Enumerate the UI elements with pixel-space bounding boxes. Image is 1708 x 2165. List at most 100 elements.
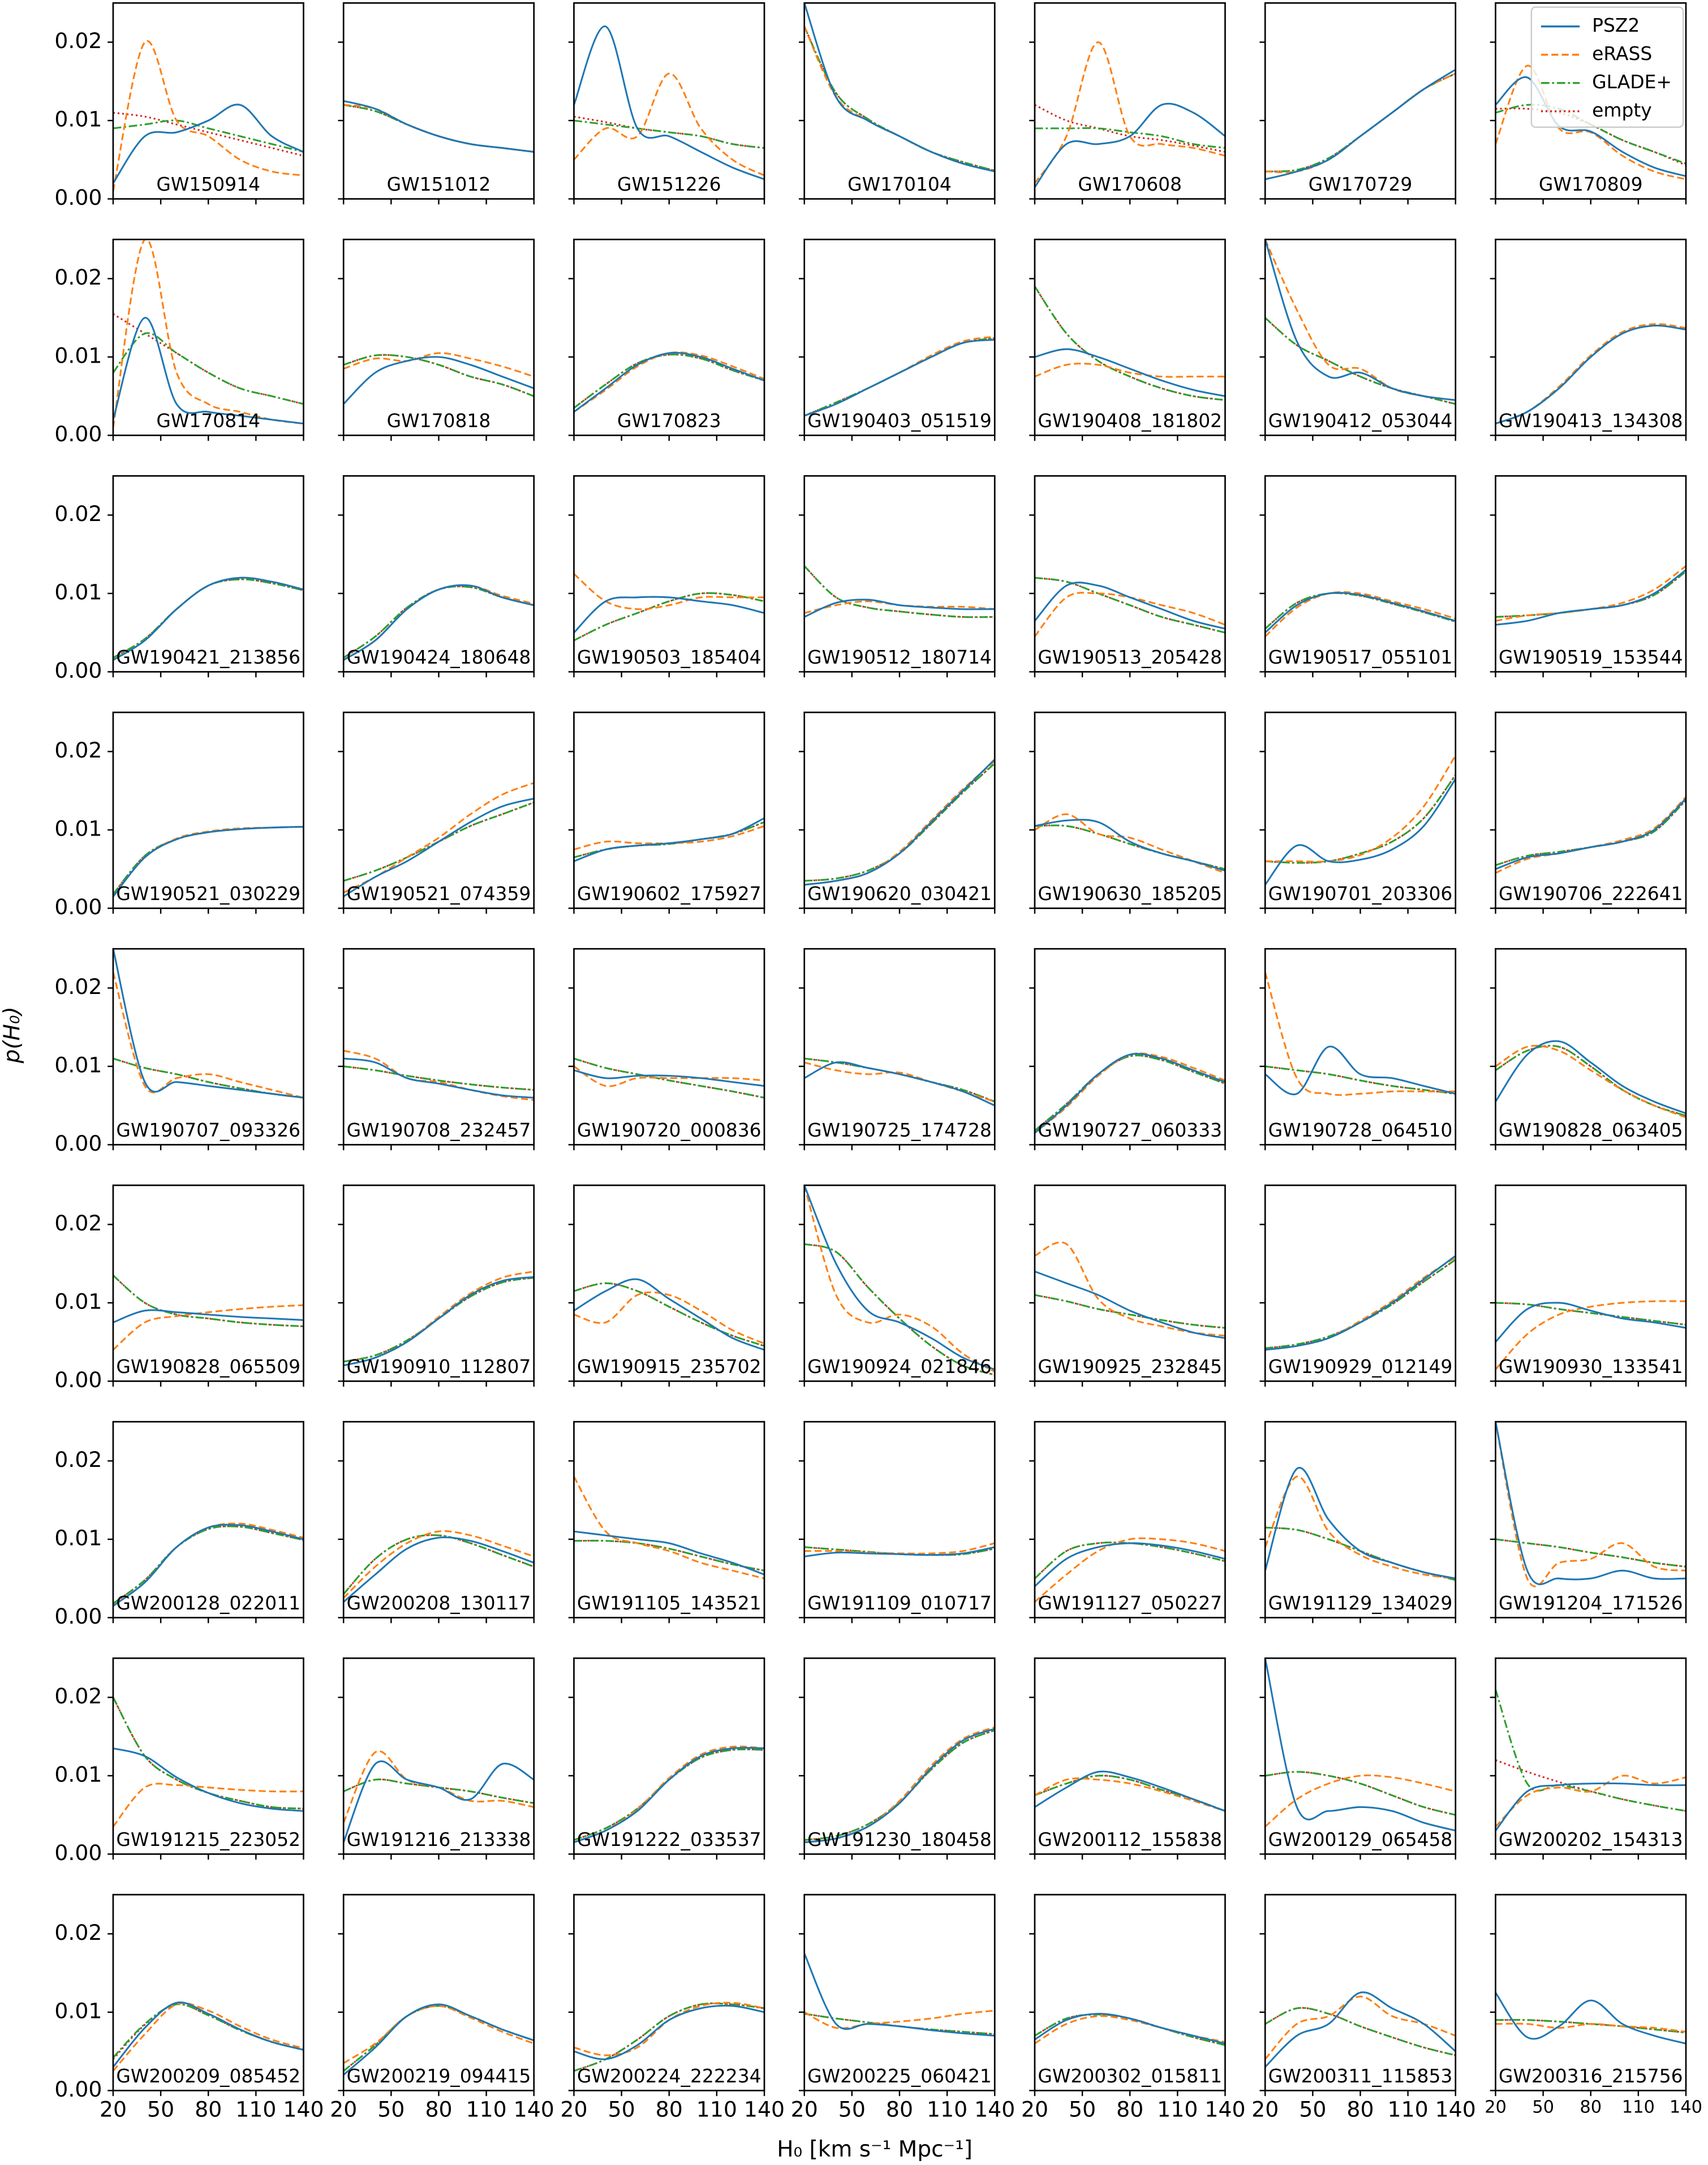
- x-tick-label: 110: [466, 2097, 507, 2122]
- series-group: [1265, 755, 1456, 885]
- series-line-empty: [343, 104, 534, 153]
- subplot-panel: GW190707_093326 0.00 0.01 0.02: [54, 948, 304, 1156]
- series-line-erass: [804, 335, 995, 417]
- series-line-erass: [343, 1049, 534, 1101]
- panel-label: GW190915_235702: [577, 1355, 761, 1378]
- subplot-panel: GW190915_235702: [568, 1184, 765, 1387]
- series-group: [1034, 1052, 1225, 1134]
- subplot-panel: GW200208_130117: [338, 1421, 535, 1624]
- panel-label: GW190421_213856: [116, 646, 300, 668]
- series-group: [1034, 1770, 1225, 1812]
- series-line-gladeplus: [804, 1243, 995, 1376]
- panel-frame: [1264, 948, 1457, 1146]
- series-group: [113, 2002, 304, 2072]
- x-tick-label: 80: [1116, 2097, 1143, 2122]
- series-line-erass: [574, 1291, 764, 1345]
- panel-frame: [1264, 1657, 1457, 1855]
- panel-frame: [1264, 475, 1457, 673]
- panel-frame: [342, 238, 535, 436]
- series-line-gladeplus: [1034, 576, 1225, 634]
- panel-frame: [342, 1893, 535, 2091]
- panel-frame: [573, 1657, 765, 1855]
- series-line-gladeplus: [343, 1534, 534, 1595]
- series-group: [343, 1750, 534, 1843]
- subplot-panel: GW190630_185205: [1029, 711, 1226, 914]
- panel-label: GW190828_063405: [1499, 1119, 1683, 1141]
- series-group: [804, 565, 995, 618]
- panel-frame: [1495, 238, 1687, 436]
- series-line-gladeplus: [343, 354, 534, 397]
- series-line-gladeplus: [343, 1277, 534, 1363]
- series-group: [343, 352, 534, 405]
- panel-label: GW200225_060421: [807, 2065, 992, 2087]
- series-group: [574, 25, 764, 180]
- series-line-psz2: [1265, 68, 1456, 180]
- series-line-empty: [1265, 317, 1456, 405]
- series-line-psz2: [343, 100, 534, 153]
- series-group: [1034, 41, 1225, 188]
- panel-label: GW190706_222641: [1499, 883, 1683, 905]
- series-group: [1265, 68, 1456, 180]
- series-line-psz2: [1034, 1053, 1225, 1134]
- series-line-erass: [1034, 1241, 1225, 1337]
- panel-label: GW191230_180458: [807, 1828, 992, 1850]
- y-tick-label: 0.02: [54, 738, 102, 763]
- panel-frame: [1495, 948, 1687, 1146]
- subplot-panel: GW150914 0.00 0.01 0.02: [54, 2, 304, 210]
- panel-frame: [803, 1657, 996, 1855]
- series-line-erass: [1265, 972, 1456, 1096]
- subplot-panel: GW191129_134029: [1259, 1421, 1457, 1624]
- x-tick-label: 80: [425, 2097, 452, 2122]
- subplot-panel: GW151226: [568, 2, 765, 205]
- series-line-erass: [343, 352, 534, 378]
- panel-label: GW200128_022011: [116, 1592, 300, 1614]
- panel-label: GW191127_050227: [1038, 1592, 1222, 1614]
- series-line-gladeplus: [1265, 1065, 1456, 1095]
- series-line-psz2: [113, 317, 304, 425]
- series-line-empty: [343, 1778, 534, 1804]
- series-line-psz2: [113, 2002, 304, 2068]
- y-tick-label: 0.00: [54, 421, 102, 446]
- series-line-empty: [574, 1539, 764, 1572]
- subplot-panel: GW190701_203306: [1259, 711, 1457, 914]
- series-line-psz2: [343, 584, 534, 661]
- panel-frame: [573, 1893, 765, 2091]
- panel-frame: [803, 1893, 996, 2091]
- panel-frame: [803, 1421, 996, 1619]
- series-line-gladeplus: [1495, 799, 1686, 866]
- panel-frame: [1495, 711, 1687, 909]
- panel-label: GW170608: [1078, 173, 1182, 195]
- panel-frame: [573, 238, 765, 436]
- series-line-psz2: [113, 949, 304, 1099]
- y-tick-label: 0.01: [54, 1525, 102, 1550]
- panel-frame: [1264, 238, 1457, 436]
- subplot-panel: GW190517_055101: [1259, 475, 1457, 678]
- panel-frame: [1495, 1657, 1687, 1855]
- series-line-psz2: [574, 352, 764, 413]
- subplot-panel: GW190708_232457: [338, 948, 535, 1151]
- series-line-psz2: [574, 1278, 764, 1351]
- x-tick-label: 50: [1069, 2097, 1096, 2122]
- subplot-panel: GW200224_222234 20 50 80 110 140: [560, 1893, 785, 2122]
- series-group: [1265, 591, 1456, 638]
- series-line-empty: [113, 313, 304, 405]
- x-tick-label: 140: [1204, 2097, 1245, 2122]
- x-tick-label: 50: [608, 2097, 635, 2122]
- x-tick-label: 140: [283, 2097, 324, 2122]
- subplot-panel: GW191105_143521: [568, 1421, 765, 1624]
- series-group: [804, 335, 995, 417]
- panel-label: GW200112_155838: [1038, 1828, 1222, 1850]
- panel-frame: [1034, 2, 1226, 200]
- y-tick-label: 0.01: [54, 343, 102, 368]
- series-line-psz2: [1265, 1255, 1456, 1351]
- legend-label: PSZ2: [1592, 14, 1640, 36]
- panel-frame: [1034, 1893, 1226, 2091]
- series-line-psz2: [1495, 1040, 1686, 1114]
- series-line-erass: [113, 1783, 304, 1827]
- series-line-gladeplus: [574, 119, 764, 149]
- series-line-erass: [1034, 363, 1225, 378]
- x-tick-label: 110: [1157, 2097, 1198, 2122]
- x-tick-label: 110: [1388, 2097, 1429, 2122]
- series-group: [804, 1726, 995, 1844]
- series-group: [1034, 1241, 1225, 1339]
